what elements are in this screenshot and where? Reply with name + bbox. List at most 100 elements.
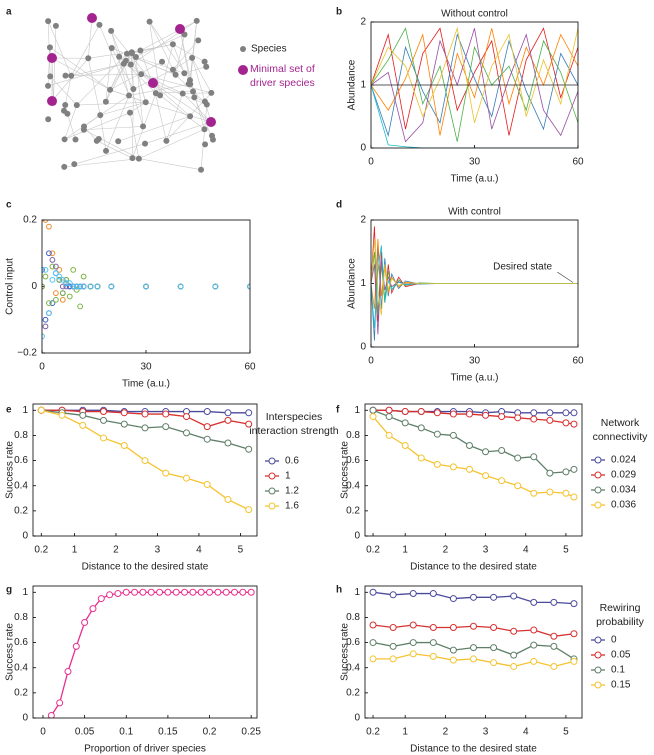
line-marker — [449, 410, 457, 418]
species-node — [187, 81, 194, 88]
line-marker — [562, 409, 570, 417]
line-marker — [449, 595, 457, 603]
y-axis-label: Success rate — [340, 623, 351, 681]
plot-frame — [364, 585, 583, 719]
species-node — [130, 86, 137, 93]
species-node — [191, 94, 198, 101]
line-marker — [222, 588, 230, 596]
y-tick-label: 0.4 — [14, 662, 28, 673]
data-point — [52, 296, 59, 303]
legend-label: 0.05 — [611, 650, 631, 661]
network-edge — [47, 20, 72, 76]
network-edge — [87, 17, 93, 59]
x-axis-label: Time (a.u.) — [122, 379, 170, 390]
line-marker — [385, 406, 393, 414]
network-edge — [172, 43, 205, 62]
x-tick-label: 0.2 — [366, 545, 380, 556]
data-point — [42, 333, 45, 340]
legend-label: 0.15 — [611, 680, 631, 691]
species-node — [201, 126, 208, 133]
network-edge — [131, 52, 134, 90]
network-edge — [110, 61, 163, 91]
panel-label: c — [6, 200, 12, 211]
line-marker — [181, 588, 189, 596]
species-node — [142, 140, 149, 147]
line-marker — [570, 657, 578, 665]
line-marker — [72, 642, 80, 650]
legend-marker — [594, 651, 602, 659]
series-line — [371, 226, 578, 322]
line-marker — [465, 410, 473, 418]
line-marker — [570, 465, 578, 473]
legend-title: Network connectivity — [592, 417, 648, 443]
species-node — [179, 90, 186, 97]
network-edge — [64, 112, 131, 140]
species-node — [45, 82, 52, 89]
line-marker — [369, 639, 377, 647]
line-marker — [490, 623, 498, 631]
network-edge — [130, 20, 197, 65]
series-line — [371, 26, 578, 123]
legend-label-box: Minimal set of driver species — [250, 63, 315, 89]
species-node — [172, 71, 179, 78]
line-marker — [100, 416, 108, 424]
x-tick-label: 0.2 — [366, 727, 380, 738]
line-marker — [546, 488, 554, 496]
species-node — [108, 27, 115, 34]
line-marker — [510, 662, 518, 670]
y-tick-label: 0.8 — [14, 430, 28, 441]
data-point — [49, 276, 56, 283]
data-point — [49, 263, 56, 270]
line-marker — [482, 472, 490, 480]
line-marker — [369, 406, 377, 414]
species-node — [61, 163, 68, 170]
x-tick-label: 60 — [244, 362, 256, 373]
line-marker — [245, 506, 253, 514]
species-node — [73, 102, 80, 109]
line-marker — [530, 657, 538, 665]
network-edge — [105, 47, 113, 102]
legend-label: 0.6 — [285, 456, 299, 467]
line-marker — [206, 588, 214, 596]
line-marker — [203, 423, 211, 431]
line-marker — [141, 410, 149, 418]
network-edge — [87, 58, 101, 116]
network-edge — [135, 56, 144, 127]
line-marker — [120, 409, 128, 417]
series-line — [371, 33, 578, 137]
panel-label: a — [6, 7, 12, 18]
driver-node — [47, 96, 57, 106]
line-marker — [546, 469, 554, 477]
panel-label: f — [336, 405, 340, 416]
line-marker — [530, 626, 538, 634]
line-marker — [189, 588, 197, 596]
legend-marker — [594, 666, 602, 674]
line-marker — [156, 588, 164, 596]
line-marker — [510, 651, 518, 659]
series-line — [371, 245, 578, 341]
line-marker — [131, 588, 139, 596]
plot-frame — [370, 21, 579, 149]
panel-label: g — [6, 585, 12, 596]
network-edge — [76, 53, 128, 106]
network-edge — [175, 34, 185, 75]
line-marker — [550, 642, 558, 650]
line-marker — [122, 588, 130, 596]
network-edge — [172, 44, 185, 74]
line-marker — [490, 644, 498, 652]
network-edge — [200, 104, 208, 170]
line-marker — [449, 623, 457, 631]
line-marker — [530, 489, 538, 497]
network-edge — [74, 143, 146, 165]
y-tick-label: 0 — [360, 342, 366, 353]
line-marker — [570, 630, 578, 638]
species-node — [61, 136, 68, 143]
species-node — [45, 18, 52, 25]
network-edge — [132, 89, 134, 159]
y-tick-label: 0.4 — [346, 662, 360, 673]
plot-frame — [32, 403, 258, 537]
network-edge — [179, 28, 191, 85]
species-node — [71, 161, 78, 168]
data-point — [63, 280, 70, 287]
y-tick-label: 0 — [360, 143, 366, 154]
